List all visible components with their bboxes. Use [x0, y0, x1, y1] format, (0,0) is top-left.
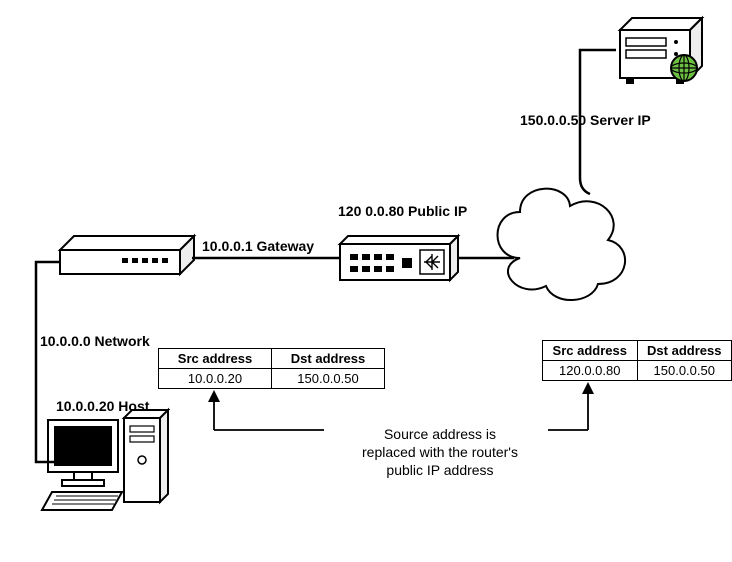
router-icon — [340, 236, 458, 280]
pkt-right-src: 120.0.0.80 — [543, 361, 638, 381]
pkt-left-dst: 150.0.0.50 — [272, 369, 385, 389]
note-line1: Source address is — [384, 426, 496, 442]
server-ip-label: 150.0.0.50 Server IP — [520, 112, 651, 128]
packet-table-right: Src address Dst address 120.0.0.80 150.0… — [542, 340, 732, 381]
server-icon — [620, 18, 702, 84]
host-pc-icon — [42, 410, 168, 510]
pkt-left-hdr-dst: Dst address — [272, 349, 385, 369]
packet-table-left: Src address Dst address 10.0.0.20 150.0.… — [158, 348, 385, 389]
network-label: 10.0.0.0 Network — [40, 333, 150, 349]
note-line3: public IP address — [386, 462, 493, 478]
pkt-right-hdr-src: Src address — [543, 341, 638, 361]
pkt-right-dst: 150.0.0.50 — [637, 361, 732, 381]
switch-icon — [60, 236, 194, 274]
pkt-right-hdr-dst: Dst address — [637, 341, 732, 361]
pkt-left-hdr-src: Src address — [159, 349, 272, 369]
public-ip-label: 120 0.0.80 Public IP — [338, 203, 467, 219]
host-label: 10.0.0.20 Host — [56, 398, 149, 414]
callout-arrows — [208, 382, 594, 430]
gateway-label: 10.0.0.1 Gateway — [202, 238, 314, 254]
pkt-left-src: 10.0.0.20 — [159, 369, 272, 389]
cloud-icon — [498, 189, 626, 300]
note-line2: replaced with the router's — [362, 444, 518, 460]
nat-note: Source address is replaced with the rout… — [330, 425, 550, 480]
